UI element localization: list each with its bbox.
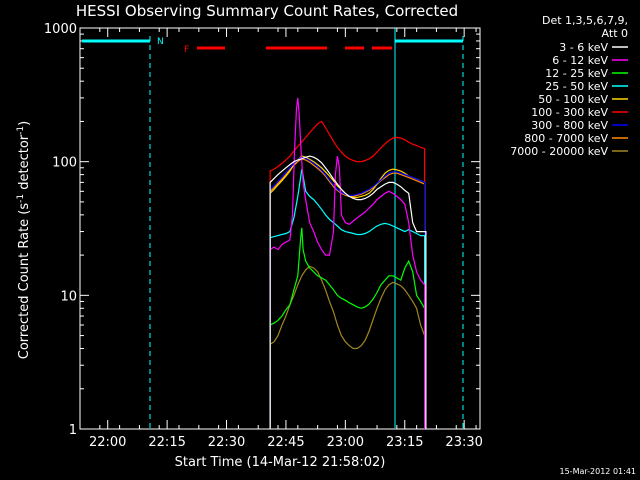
y-axis-label-superscript-1: -1 xyxy=(16,194,26,203)
series-line-5 xyxy=(269,120,426,429)
timestamp: 15-Mar-2012 01:41 xyxy=(560,467,637,476)
flare-marker: F xyxy=(184,45,189,55)
chart-title: HESSI Observing Summary Count Rates, Cor… xyxy=(76,2,458,20)
legend-label: 25 - 50 keV xyxy=(545,80,608,93)
legend-label: 800 - 7000 keV xyxy=(524,132,608,145)
plot-frame xyxy=(79,27,481,430)
x-tick-label: 23:30 xyxy=(445,435,482,450)
y-axis-label-part-3: ) xyxy=(17,121,32,126)
y-tick-label: 1 xyxy=(69,423,77,438)
y-axis-label-part-1: Corrected Count Rate (s xyxy=(17,203,32,360)
legend-label: 7000 - 20000 keV xyxy=(510,145,608,158)
y-axis-label-superscript-2: -1 xyxy=(16,126,26,135)
legend-label: 3 - 6 keV xyxy=(559,41,608,54)
legend-header-attenuator: Att 0 xyxy=(602,27,628,40)
y-tick-label: 1000 xyxy=(44,22,77,37)
non-flare-marker: N xyxy=(157,37,164,47)
x-tick-label: 22:00 xyxy=(89,435,126,450)
x-axis-label: Start Time (14-Mar-12 21:58:02) xyxy=(175,455,386,470)
y-tick-label: 100 xyxy=(52,156,77,171)
x-axis: 22:00 22:15 22:30 22:45 23:00 23:15 23:30 xyxy=(89,28,483,450)
y-axis-label: Corrected Count Rate (s-1 detector-1) xyxy=(16,121,32,359)
time-range-markers xyxy=(149,28,464,428)
attenuator-state-bar: N F xyxy=(82,37,463,55)
legend-label: 12 - 25 keV xyxy=(545,67,608,80)
legend-header-detectors: Det 1,3,5,6,7,9, xyxy=(542,14,628,27)
y-axis-label-part-2: detector xyxy=(17,134,32,194)
x-tick-label: 23:00 xyxy=(327,435,364,450)
series-line-8 xyxy=(269,265,426,429)
y-axis: 1 10 100 1000 xyxy=(44,22,480,438)
series-line-0 xyxy=(269,155,427,429)
legend-label: 6 - 12 keV xyxy=(552,54,608,67)
x-tick-label: 23:15 xyxy=(386,435,423,450)
legend-label: 100 - 300 keV xyxy=(531,106,608,119)
series-line-1 xyxy=(269,97,426,429)
series-layer xyxy=(269,97,427,429)
series-line-2 xyxy=(269,227,426,429)
legend-label: 300 - 800 keV xyxy=(531,119,608,132)
x-tick-label: 22:15 xyxy=(148,435,185,450)
x-tick-label: 22:30 xyxy=(208,435,245,450)
y-tick-label: 10 xyxy=(60,289,77,304)
series-line-3 xyxy=(269,168,426,429)
legend-label: 50 - 100 keV xyxy=(538,93,608,106)
x-tick-label: 22:45 xyxy=(267,435,304,450)
